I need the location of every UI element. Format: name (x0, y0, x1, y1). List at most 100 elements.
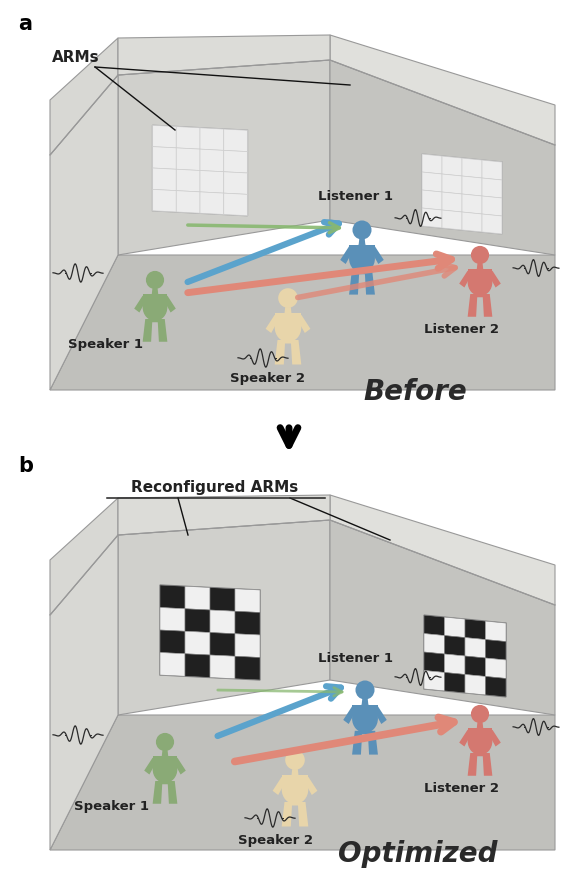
Polygon shape (176, 169, 200, 192)
Ellipse shape (275, 313, 301, 342)
Polygon shape (459, 729, 471, 746)
Polygon shape (200, 192, 224, 214)
Polygon shape (144, 758, 156, 774)
Polygon shape (149, 316, 161, 322)
Polygon shape (235, 634, 260, 657)
Circle shape (355, 681, 375, 699)
Polygon shape (143, 319, 153, 341)
Text: Before: Before (363, 378, 467, 406)
Text: Listener 1: Listener 1 (318, 190, 394, 203)
Polygon shape (224, 129, 247, 152)
Polygon shape (477, 722, 483, 729)
Polygon shape (477, 264, 483, 269)
Polygon shape (50, 498, 118, 615)
Polygon shape (365, 271, 375, 295)
Polygon shape (462, 158, 482, 178)
Polygon shape (200, 170, 224, 193)
Polygon shape (273, 777, 285, 795)
Polygon shape (340, 246, 353, 264)
Polygon shape (424, 615, 444, 636)
Polygon shape (368, 731, 378, 755)
Polygon shape (160, 608, 185, 632)
Polygon shape (235, 611, 260, 635)
Text: Speaker 2: Speaker 2 (231, 372, 306, 385)
Polygon shape (118, 495, 330, 535)
Polygon shape (468, 729, 492, 739)
Polygon shape (224, 172, 247, 194)
Polygon shape (486, 676, 506, 697)
Polygon shape (462, 194, 482, 214)
Polygon shape (424, 633, 444, 654)
Polygon shape (200, 128, 224, 150)
Polygon shape (298, 802, 308, 826)
Polygon shape (486, 639, 506, 660)
Polygon shape (468, 269, 492, 280)
Polygon shape (462, 176, 482, 196)
Polygon shape (483, 294, 492, 317)
Polygon shape (375, 706, 387, 724)
Polygon shape (162, 751, 168, 756)
Polygon shape (444, 672, 465, 693)
Polygon shape (422, 154, 502, 234)
Text: Listener 2: Listener 2 (424, 323, 499, 336)
Polygon shape (224, 150, 247, 173)
Polygon shape (168, 781, 177, 804)
Text: Speaker 1: Speaker 1 (75, 800, 150, 813)
Circle shape (156, 733, 174, 751)
Polygon shape (160, 653, 185, 676)
Polygon shape (358, 239, 365, 245)
Polygon shape (442, 174, 462, 194)
Polygon shape (424, 652, 444, 672)
Polygon shape (176, 191, 200, 213)
Text: ARMs: ARMs (52, 50, 99, 65)
Polygon shape (444, 617, 465, 638)
Polygon shape (330, 520, 555, 715)
Polygon shape (266, 315, 278, 333)
Text: Speaker 2: Speaker 2 (238, 834, 313, 847)
Polygon shape (153, 125, 247, 216)
Polygon shape (160, 585, 260, 680)
Polygon shape (275, 340, 285, 364)
Ellipse shape (352, 705, 378, 733)
Polygon shape (358, 728, 372, 734)
Polygon shape (422, 208, 442, 228)
Polygon shape (210, 610, 235, 634)
Polygon shape (482, 196, 502, 216)
Circle shape (471, 705, 489, 723)
Polygon shape (330, 35, 555, 145)
Polygon shape (355, 267, 369, 274)
Text: Listener 2: Listener 2 (424, 782, 499, 795)
Polygon shape (442, 156, 462, 176)
Polygon shape (288, 798, 302, 805)
Polygon shape (465, 619, 486, 639)
Polygon shape (50, 535, 118, 850)
Polygon shape (352, 705, 378, 716)
Polygon shape (185, 632, 210, 655)
Polygon shape (424, 670, 444, 691)
Polygon shape (291, 769, 298, 775)
Polygon shape (50, 75, 118, 390)
Text: Listener 1: Listener 1 (318, 652, 394, 665)
Polygon shape (210, 587, 235, 611)
Polygon shape (118, 520, 330, 715)
Polygon shape (143, 295, 168, 304)
Polygon shape (362, 699, 368, 705)
Polygon shape (153, 168, 176, 191)
Text: Optimized: Optimized (338, 840, 498, 868)
Text: Speaker 1: Speaker 1 (68, 338, 143, 351)
Polygon shape (468, 753, 477, 776)
Polygon shape (349, 271, 360, 295)
Polygon shape (158, 778, 172, 784)
Polygon shape (473, 291, 487, 297)
Polygon shape (349, 245, 375, 256)
Polygon shape (235, 656, 260, 680)
Polygon shape (176, 148, 200, 170)
Polygon shape (153, 125, 176, 148)
Polygon shape (424, 615, 506, 697)
Polygon shape (153, 146, 176, 169)
Polygon shape (153, 781, 162, 804)
Polygon shape (330, 495, 555, 605)
Polygon shape (118, 60, 330, 255)
Text: a: a (18, 14, 32, 34)
Ellipse shape (143, 294, 168, 321)
